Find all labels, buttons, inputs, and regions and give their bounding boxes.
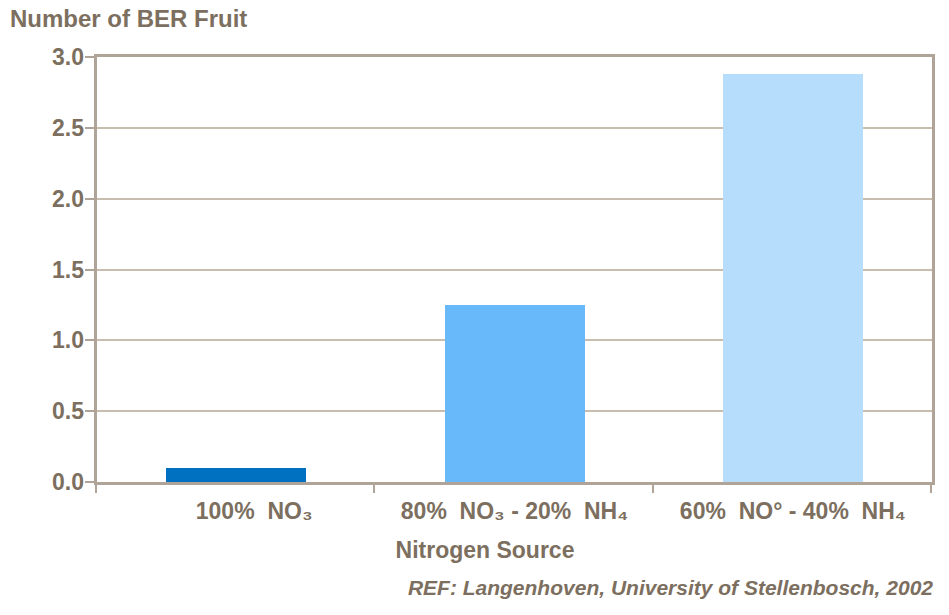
y-tick-mark	[85, 410, 95, 412]
plot-area	[94, 54, 935, 485]
y-tick-mark	[85, 56, 95, 58]
y-tick-mark	[85, 127, 95, 129]
bar	[723, 74, 863, 482]
y-tick-mark	[85, 269, 95, 271]
y-tick-label: 2.5	[0, 115, 84, 141]
reference-caption: REF: Langenhoven, University of Stellenb…	[408, 576, 933, 600]
y-axis-tick-labels: 0.0 0.5 1.0 1.5 2.0 2.5 3.0	[0, 0, 84, 520]
x-tick-mark	[373, 483, 375, 493]
y-tick-mark	[85, 198, 95, 200]
x-tick-mark	[930, 483, 932, 493]
y-tick-label: 0.5	[0, 398, 84, 424]
x-category-label: 80% NO₃ - 20% NH₄	[401, 498, 628, 525]
x-tick-mark	[652, 483, 654, 493]
x-axis-title: Nitrogen Source	[396, 537, 575, 564]
bar	[445, 305, 585, 482]
y-tick-mark	[85, 481, 95, 483]
x-tick-mark	[95, 483, 97, 493]
y-tick-label: 1.0	[0, 327, 84, 353]
y-tick-label: 1.5	[0, 257, 84, 283]
x-category-label: 60% NO° - 40% NH₄	[680, 498, 906, 525]
y-tick-label: 0.0	[0, 469, 84, 495]
y-tick-mark	[85, 339, 95, 341]
x-category-label: 100% NO₃	[196, 498, 313, 525]
y-tick-label: 3.0	[0, 44, 84, 70]
y-tick-label: 2.0	[0, 186, 84, 212]
bar	[166, 468, 306, 482]
chart-canvas: Number of BER Fruit 0.00.51.01.52.02.53.…	[0, 0, 949, 615]
x-axis-category-labels: 100% NO₃ 80% NO₃ - 20% NH₄ 60% NO° - 40% N…	[97, 498, 932, 530]
